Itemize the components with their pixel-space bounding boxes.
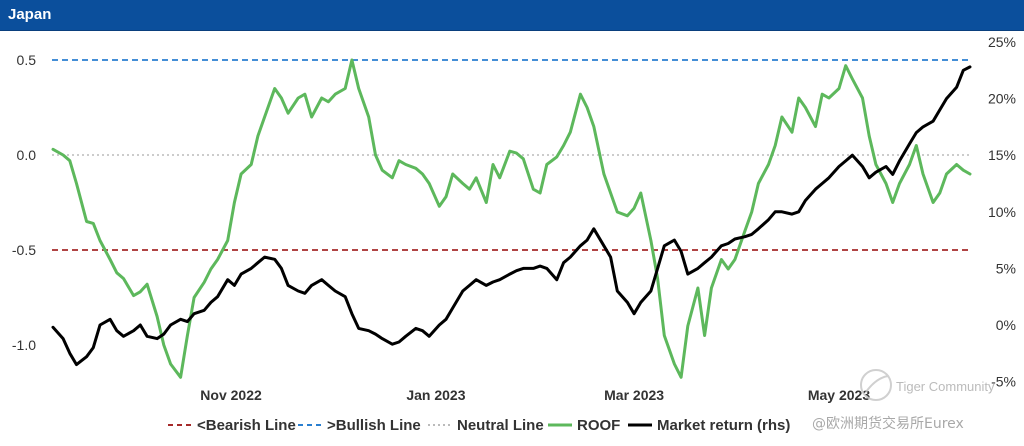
x-axis: Nov 2022 Jan 2023 Mar 2023 May 2023 [200, 387, 870, 403]
tiger-logo-stripe [865, 375, 889, 393]
x-tick-label: Jan 2023 [406, 387, 465, 403]
chart-title: Japan [8, 6, 52, 23]
legend-label: Market return (rhs) [657, 417, 790, 434]
right-axis: 25% 20% 15% 10% 5% 0% -5% [988, 34, 1016, 390]
legend-label: Neutral Line [457, 417, 544, 434]
left-tick-label: 0.5 [17, 52, 37, 68]
reference-lines [52, 59, 970, 251]
legend-label: <Bearish Line [197, 417, 296, 434]
legend-label: >Bullish Line [327, 417, 421, 434]
left-tick-label: -0.5 [12, 242, 36, 258]
legend-label: ROOF [577, 417, 620, 434]
left-axis: 0.5 0.0 -0.5 -1.0 [12, 52, 36, 353]
market-return-line [51, 65, 972, 367]
right-tick-label: 20% [988, 91, 1016, 107]
watermark: Tiger Community @欧洲期货交易所Eurex [812, 369, 995, 432]
right-tick-label: 25% [988, 34, 1016, 50]
right-tick-label: 10% [988, 204, 1016, 220]
watermark-author: @欧洲期货交易所Eurex [812, 415, 964, 432]
legend: <Bearish Line >Bullish Line Neutral Line RO… [168, 417, 790, 434]
roof-line [51, 58, 972, 379]
x-tick-label: Nov 2022 [200, 387, 262, 403]
x-tick-label: Mar 2023 [604, 387, 664, 403]
right-tick-label: 5% [996, 260, 1016, 276]
tiger-logo-icon [860, 369, 892, 401]
right-tick-label: 15% [988, 147, 1016, 163]
right-tick-label: 0% [996, 317, 1016, 333]
chart-title-bar: Japan [0, 0, 1024, 31]
x-tick-label: May 2023 [808, 387, 870, 403]
watermark-brand: Tiger Community [896, 379, 995, 394]
right-tick-label: -5% [991, 374, 1016, 390]
left-tick-label: -1.0 [12, 337, 36, 353]
left-tick-label: 0.0 [17, 147, 37, 163]
series-lines [51, 58, 972, 379]
